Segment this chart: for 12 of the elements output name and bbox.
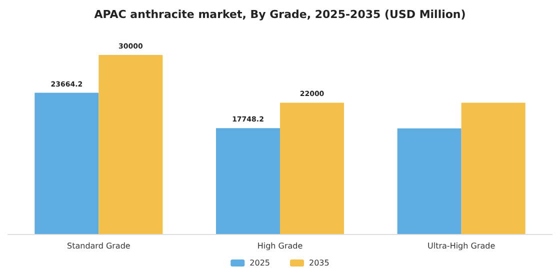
bar — [98, 55, 163, 234]
bar — [280, 102, 344, 234]
legend-label: 2025 — [250, 258, 270, 268]
x-tick-label: Standard Grade — [67, 242, 130, 250]
x-tick-label: Ultra-High Grade — [428, 242, 496, 250]
chart-title: APAC anthracite market, By Grade, 2025-2035 (USD Million) — [94, 8, 466, 21]
bar — [34, 92, 99, 234]
x-tick-label: High Grade — [257, 242, 303, 250]
bar — [461, 102, 526, 234]
bar — [397, 128, 462, 234]
bar — [216, 128, 280, 234]
legend-label: 2035 — [309, 258, 330, 268]
